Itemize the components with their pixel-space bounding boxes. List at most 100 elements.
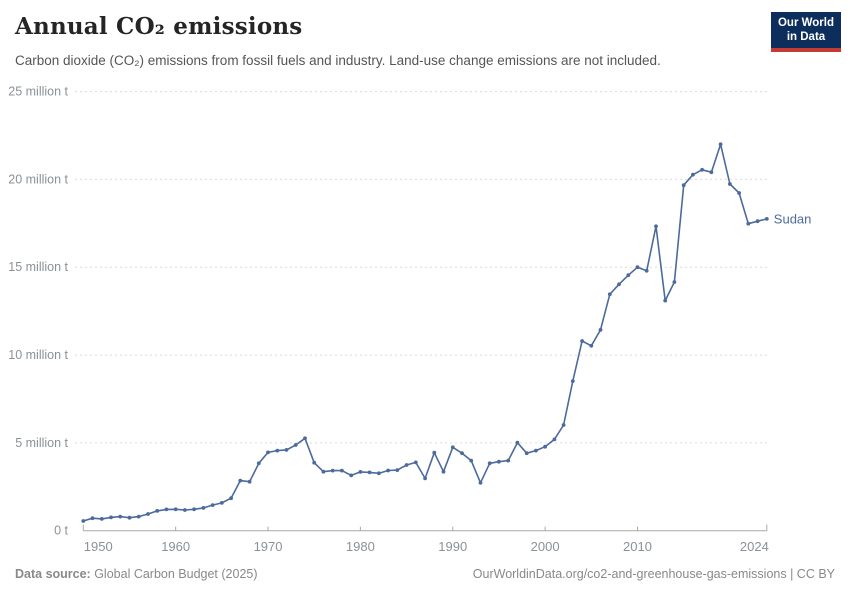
data-point	[229, 496, 234, 501]
data-point	[293, 443, 298, 447]
data-point	[450, 445, 455, 450]
data-point	[109, 515, 113, 520]
data-point	[358, 470, 363, 474]
data-point	[746, 221, 751, 226]
plot-area[interactable]	[75, 85, 770, 531]
data-point	[561, 423, 566, 427]
data-point	[460, 451, 464, 456]
data-point	[395, 468, 400, 472]
data-point	[432, 450, 437, 455]
owid-logo-line1: Our World	[777, 17, 834, 29]
data-point	[349, 473, 354, 478]
chart-subtitle: Carbon dioxide (CO₂) emissions from foss…	[15, 53, 661, 68]
chart-footer: Data source: Global Carbon Budget (2025)…	[15, 567, 835, 581]
data-point	[127, 515, 132, 520]
data-point	[146, 512, 150, 516]
data-point	[413, 460, 418, 465]
data-point	[90, 516, 95, 521]
data-point	[219, 501, 224, 505]
x-tick-label: 2000	[531, 539, 560, 554]
y-tick-label: 10 million t	[8, 348, 68, 362]
data-point	[173, 507, 178, 512]
footer-credit-link[interactable]: OurWorldinData.org/co2-and-greenhouse-ga…	[472, 567, 835, 581]
entity-label: Sudan	[774, 211, 812, 226]
data-point	[164, 507, 169, 512]
data-point	[691, 172, 695, 177]
data-point	[524, 451, 529, 456]
data-source-value: Global Carbon Budget (2025)	[90, 567, 258, 581]
data-point	[210, 503, 215, 507]
data-point	[340, 468, 344, 473]
data-point	[635, 265, 640, 270]
data-point	[247, 479, 252, 484]
data-point	[312, 460, 317, 465]
data-point	[644, 268, 649, 273]
data-point	[183, 508, 187, 512]
data-point	[607, 292, 612, 297]
data-point	[497, 459, 501, 464]
data-point	[377, 471, 381, 476]
data-point	[626, 273, 631, 278]
y-tick-label: 25 million t	[8, 85, 68, 99]
y-tick-label: 5 million t	[15, 436, 68, 450]
data-point	[81, 519, 86, 523]
x-tick-label: 1960	[161, 539, 190, 554]
x-tick-label: 2010	[623, 539, 652, 554]
data-point	[506, 458, 511, 463]
owid-logo[interactable]: Our World in Data	[771, 12, 841, 52]
data-point	[321, 469, 326, 474]
data-point	[737, 191, 741, 195]
data-point	[423, 476, 427, 481]
data-point	[386, 468, 390, 473]
data-point	[256, 461, 261, 466]
data-source-text: Data source: Global Carbon Budget (2025)	[15, 567, 258, 581]
data-point	[580, 339, 584, 343]
data-point	[192, 507, 197, 512]
data-point	[404, 463, 409, 467]
data-point	[155, 509, 160, 513]
data-point	[487, 461, 492, 466]
data-point	[136, 514, 141, 519]
data-point	[515, 440, 520, 445]
data-point	[118, 514, 123, 519]
data-point	[441, 469, 446, 474]
x-tick-label: 1950	[84, 539, 113, 554]
data-point	[700, 167, 704, 172]
data-point	[367, 470, 372, 475]
owid-logo-line2: in Data	[786, 30, 826, 43]
data-point	[728, 182, 732, 186]
data-point	[99, 517, 104, 521]
data-point	[617, 282, 621, 287]
y-tick-label: 20 million t	[8, 172, 68, 186]
data-point	[552, 437, 557, 442]
data-point	[201, 506, 206, 510]
x-tick-label: 1980	[346, 539, 375, 554]
data-point	[266, 450, 270, 455]
data-point	[238, 478, 243, 483]
y-tick-label: 15 million t	[8, 260, 68, 274]
data-point	[755, 219, 760, 224]
data-point	[598, 328, 603, 332]
x-tick-label: 2024	[740, 539, 769, 554]
data-point	[478, 480, 483, 485]
data-point	[284, 448, 289, 452]
data-point	[275, 448, 280, 453]
data-point	[663, 298, 668, 303]
data-point	[330, 468, 335, 473]
page-title: Annual CO₂ emissions	[15, 13, 303, 40]
x-tick-label: 1990	[438, 539, 467, 554]
data-point	[303, 436, 307, 441]
data-point	[534, 448, 538, 453]
y-tick-label: 0 t	[54, 524, 68, 538]
data-point	[718, 142, 723, 147]
data-point	[570, 379, 575, 383]
data-point	[654, 224, 658, 229]
data-point	[672, 280, 677, 284]
data-point	[469, 458, 474, 463]
data-source-label: Data source:	[15, 567, 91, 581]
data-point	[543, 444, 547, 449]
data-point	[709, 170, 714, 175]
x-tick-label: 1970	[254, 539, 283, 554]
